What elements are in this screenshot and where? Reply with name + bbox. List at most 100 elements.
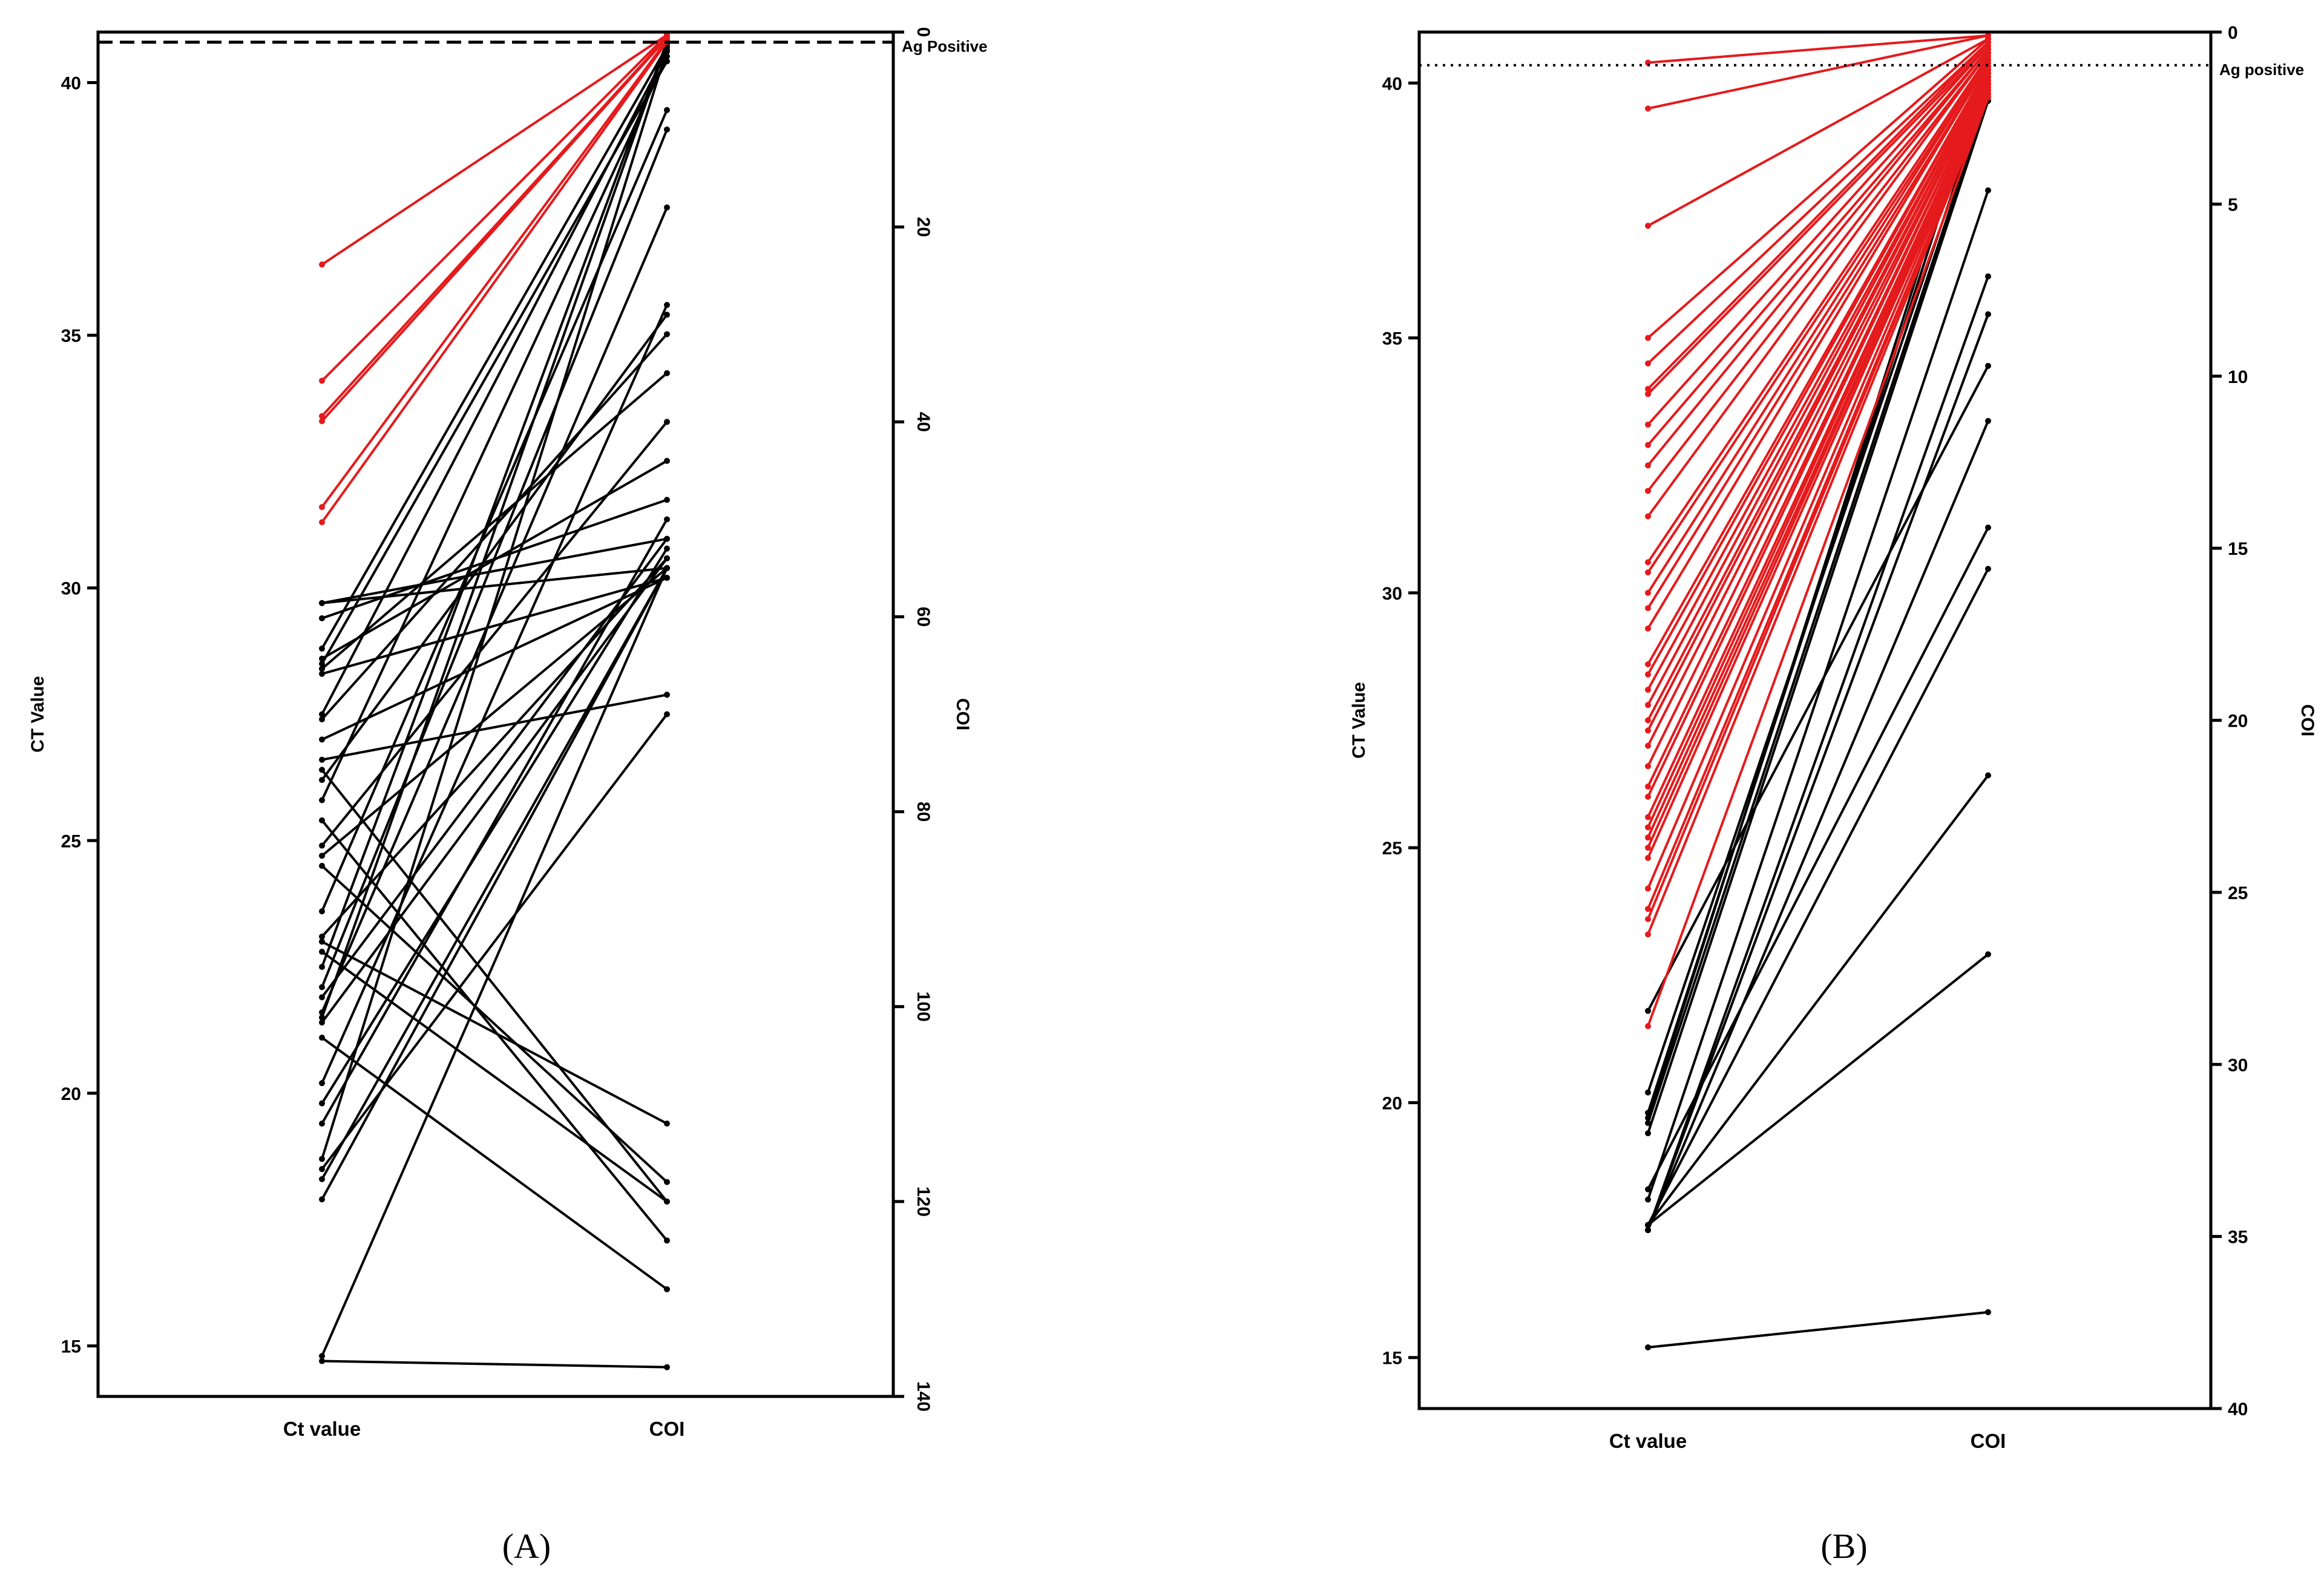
panel-b-ct-point bbox=[1645, 1120, 1651, 1127]
panel-a-ct-point bbox=[319, 938, 325, 945]
panel-b-caption: (B) bbox=[1820, 1527, 1867, 1566]
panel-a-coi-point bbox=[664, 1364, 670, 1370]
panel-b-left-tick-label: 40 bbox=[1382, 74, 1402, 94]
panel-a-right-tick-label: 80 bbox=[913, 802, 933, 822]
panel-a-pair-line bbox=[321, 537, 668, 604]
panel-b-left-tick-label: 15 bbox=[1382, 1349, 1402, 1369]
panel-b-pair-line bbox=[1647, 48, 1989, 446]
panel-a-pair-line bbox=[321, 34, 668, 266]
panel-b-pair-line bbox=[1647, 51, 1989, 517]
panel-b-ct-point bbox=[1645, 442, 1651, 448]
panel-b-ct-point bbox=[1645, 488, 1651, 494]
panel-a-ct-point bbox=[319, 863, 325, 869]
panel-a-frame bbox=[96, 30, 895, 1398]
panel-a-pair-line bbox=[321, 577, 668, 675]
panel-a-pair-line bbox=[321, 519, 668, 1124]
panel-b-pair-line bbox=[1647, 51, 1989, 492]
panel-b-coi-point bbox=[1985, 951, 1991, 958]
panel-a-coi-point bbox=[664, 106, 670, 113]
panel-b-right-tick-label: 0 bbox=[2228, 23, 2238, 43]
panel-b-pair-line bbox=[1647, 313, 1989, 1231]
panel-b-pair-line bbox=[1647, 55, 1989, 563]
panel-b-left-tick-label: 25 bbox=[1382, 839, 1402, 859]
panel-a-ct-point bbox=[319, 504, 325, 511]
panel-b-pair-line bbox=[1647, 100, 1989, 1134]
panel-b-coi-point bbox=[1985, 525, 1991, 531]
panel-a-pair-line bbox=[321, 538, 668, 998]
panel-b-coi-point bbox=[1985, 311, 1991, 318]
panel-b-right-axis-ticks: 0 5 10 15 20 25 30 35 40 bbox=[2211, 23, 2248, 1419]
panel-a-coi-point bbox=[664, 497, 670, 503]
panel-b-pair-line bbox=[1647, 79, 1989, 797]
panel-a-pair-line bbox=[321, 129, 668, 988]
panel-b-ct-point bbox=[1645, 569, 1651, 576]
panel-a-ct-point bbox=[319, 418, 325, 425]
panel-b-ct-point bbox=[1645, 931, 1651, 938]
panel-a-right-tick-label: 40 bbox=[913, 412, 933, 432]
panel-b-ct-point bbox=[1645, 661, 1651, 667]
panel-b-right-tick-label: 5 bbox=[2228, 195, 2238, 215]
panel-b-ct-point bbox=[1645, 727, 1651, 734]
panel-a-pair-line bbox=[321, 568, 668, 1357]
panel-b-ct-point bbox=[1645, 702, 1651, 709]
panel-b-pair-line bbox=[1647, 65, 1989, 675]
panel-a-ct-point bbox=[319, 994, 325, 1001]
panel-a-coi-point bbox=[664, 1179, 670, 1185]
panel-a-right-tick-label: 120 bbox=[913, 1186, 933, 1217]
panel-b-left-tick-label: 20 bbox=[1382, 1093, 1402, 1113]
panel-b-category-coi: COI bbox=[1971, 1430, 2006, 1452]
panel-b-coi-point bbox=[1985, 772, 1991, 779]
panel-a-left-tick-label: 15 bbox=[61, 1337, 81, 1357]
panel-b-ct-point bbox=[1645, 625, 1651, 632]
panel-a-left-tick-label: 25 bbox=[61, 831, 81, 851]
panel-b-right-axis-title: COI bbox=[2297, 704, 2317, 736]
panel-a-ct-point bbox=[319, 964, 325, 970]
panel-b-ct-point bbox=[1645, 335, 1651, 341]
panel-a-pair-line bbox=[321, 39, 668, 508]
panel-b-ct-point bbox=[1645, 916, 1651, 923]
panel-a-ct-point bbox=[319, 853, 325, 859]
panel-a-ct-point bbox=[319, 1353, 325, 1360]
panel-a-pair-line bbox=[321, 304, 668, 1084]
panel-a-ct-point bbox=[319, 666, 325, 672]
panel-a-pair-line bbox=[321, 372, 668, 670]
panel-a-pair-line bbox=[321, 49, 668, 1160]
panel-b-ct-point bbox=[1645, 1344, 1651, 1350]
panel-a-coi-point bbox=[664, 1198, 670, 1205]
panel-b-pair-line bbox=[1647, 59, 1989, 574]
panel-a-pair-line bbox=[321, 46, 668, 649]
panel-a-coi-point bbox=[664, 535, 670, 542]
panel-a-left-axis-ticks: 15 20 25 30 35 40 bbox=[61, 74, 98, 1357]
panel-b-ct-point bbox=[1645, 1007, 1651, 1014]
panel-a-right-tick-label: 140 bbox=[913, 1381, 933, 1412]
panel-a-ct-point bbox=[319, 1166, 325, 1173]
panel-a-ct-point bbox=[319, 777, 325, 784]
panel-b-ag-positive-label: Ag positive bbox=[2219, 61, 2304, 79]
panel-a-coi-point bbox=[664, 545, 670, 552]
panel-b-pair-line bbox=[1647, 41, 1989, 365]
panel-b-ct-point bbox=[1645, 885, 1651, 892]
panel-b-ct-point bbox=[1645, 686, 1651, 693]
panel-b-ct-point bbox=[1645, 1186, 1651, 1193]
panel-a-ct-point bbox=[319, 645, 325, 652]
panel-b-ct-point bbox=[1645, 717, 1651, 724]
panel-b-right-tick-label: 30 bbox=[2228, 1055, 2248, 1075]
panel-b-ct-point bbox=[1645, 1222, 1651, 1228]
panel-a-ct-point bbox=[319, 1156, 325, 1162]
panel-b-ct-point bbox=[1645, 906, 1651, 912]
panel-a-coi-point bbox=[664, 575, 670, 581]
panel-b-pair-line bbox=[1647, 276, 1989, 1231]
panel-a-ct-point bbox=[319, 711, 325, 718]
panel-a-ct-point bbox=[319, 756, 325, 763]
panel-a-ct-point bbox=[319, 933, 325, 940]
panel-b-ct-point bbox=[1645, 391, 1651, 398]
panel-a-right-axis-ticks: 0 20 40 60 80 100 120 140 bbox=[893, 27, 933, 1412]
panel-b-pair-line bbox=[1647, 97, 1989, 935]
panel-b-ct-point bbox=[1645, 421, 1651, 428]
panel-b-pair-line bbox=[1647, 76, 1989, 767]
panel-b-ct-point bbox=[1645, 105, 1651, 112]
panel-a-pair-line bbox=[321, 110, 668, 912]
panel-a-caption: (A) bbox=[502, 1527, 551, 1566]
panel-b-pair-line bbox=[1647, 45, 1989, 426]
panel-a-ag-positive-label: Ag Positive bbox=[902, 38, 988, 56]
